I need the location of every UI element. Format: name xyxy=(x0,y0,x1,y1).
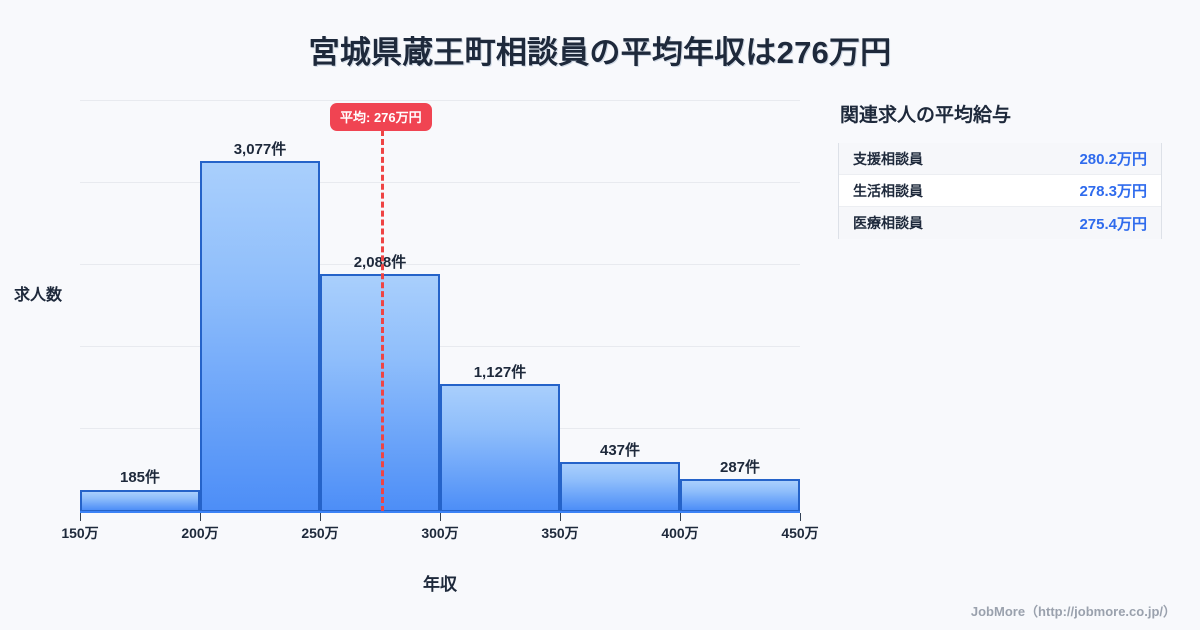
x-tick-mark xyxy=(200,513,201,521)
salary-job-name: 支援相談員 xyxy=(853,150,923,167)
bar-value-label: 287件 xyxy=(719,459,761,476)
gridline xyxy=(80,182,800,183)
x-axis-title: 年収 xyxy=(423,575,457,594)
gridline xyxy=(80,264,800,265)
table-row[interactable]: 生活相談員 278.3万円 xyxy=(839,175,1161,207)
bar-150man-200man[interactable] xyxy=(80,490,200,512)
salary-amount: 280.2万円 xyxy=(1079,151,1147,168)
bar-value-label: 2,088件 xyxy=(353,254,407,271)
x-tick-label: 150万 xyxy=(61,525,99,541)
x-tick-mark xyxy=(800,513,801,521)
plot-area xyxy=(80,100,800,512)
bar-300man-350man[interactable] xyxy=(440,384,560,512)
gridline xyxy=(80,346,800,347)
x-tick-mark xyxy=(80,513,81,521)
related-salary-title: 関連求人の平均給与 xyxy=(840,105,1012,126)
salary-job-name: 生活相談員 xyxy=(853,182,923,199)
x-axis-line xyxy=(80,511,800,513)
average-marker-badge: 平均: 276万円 xyxy=(330,103,432,131)
x-tick-mark xyxy=(560,513,561,521)
x-tick-label: 200万 xyxy=(181,525,219,541)
table-row[interactable]: 医療相談員 275.4万円 xyxy=(839,207,1161,239)
page-title: 宮城県蔵王町相談員の平均年収は276万円 xyxy=(308,35,892,70)
salary-amount: 278.3万円 xyxy=(1079,183,1147,200)
salary-amount: 275.4万円 xyxy=(1079,215,1147,233)
salary-job-name: 医療相談員 xyxy=(853,215,923,231)
x-tick-label: 300万 xyxy=(421,525,459,541)
bar-350man-400man[interactable] xyxy=(560,462,680,512)
bar-250man-300man[interactable] xyxy=(320,274,440,512)
bar-value-label: 3,077件 xyxy=(233,141,287,158)
bar-200man-250man[interactable] xyxy=(200,161,320,512)
average-marker-line xyxy=(381,130,384,512)
x-tick-label: 400万 xyxy=(661,525,699,541)
table-row[interactable]: 支援相談員 280.2万円 xyxy=(839,143,1161,175)
gridline xyxy=(80,100,800,101)
x-tick-label: 250万 xyxy=(301,525,339,541)
x-tick-mark xyxy=(680,513,681,521)
bar-value-label: 1,127件 xyxy=(473,364,527,381)
x-tick-label: 350万 xyxy=(541,525,579,541)
bar-400man-450man[interactable] xyxy=(680,479,800,512)
footer-credit: JobMore（http://jobmore.co.jp/） xyxy=(970,604,1176,619)
bar-value-label: 185件 xyxy=(119,469,161,486)
related-salary-table: 支援相談員 280.2万円 生活相談員 278.3万円 医療相談員 275.4万… xyxy=(838,143,1162,239)
related-salary-panel: 関連求人の平均給与 支援相談員 280.2万円 生活相談員 278.3万円 医療… xyxy=(838,100,1162,239)
x-tick-mark xyxy=(320,513,321,521)
x-tick-mark xyxy=(440,513,441,521)
x-tick-label: 450万 xyxy=(781,525,819,541)
y-axis-title: 求人数 xyxy=(14,287,63,304)
bar-value-label: 437件 xyxy=(599,442,641,459)
